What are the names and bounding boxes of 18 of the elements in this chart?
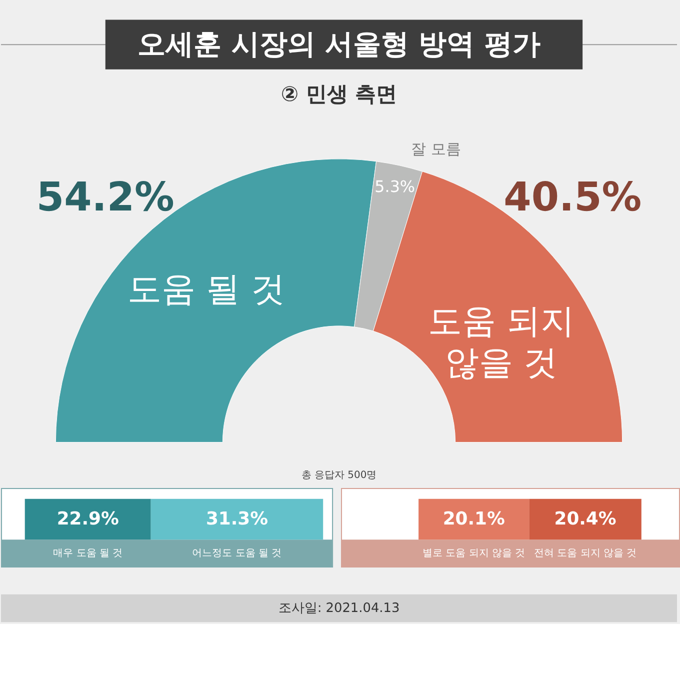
series-label: 전혀 도움 되지 않을 것 [534,548,637,560]
text: 총 응답자 500명 [301,470,377,482]
chart-subtitle: ② 민생 측면 [280,82,398,106]
series-label: 별로 도움 되지 않을 것 [422,548,526,560]
chart-title: 오세훈 시장의 서울형 방역 평가 [138,28,540,61]
slice-label: 잘 모름 [411,140,461,158]
data-label: 40.5% [504,174,642,221]
data-label: 31.3% [206,508,268,530]
slice-label: 도움 될 것 [127,269,285,308]
data-label: 54.2% [36,174,174,221]
slice-label: 도움 되지 않을 것 [428,301,575,382]
data-label: 20.4% [554,508,616,530]
series-label: 어느정도 도움 될 것 [192,548,282,560]
data-label: 22.9% [56,508,119,530]
text: 조사일: 2021.04.13 [278,601,400,616]
series-label: 매우 도움 될 것 [53,548,123,560]
data-label: 20.1% [442,508,505,530]
data-label: 5.3% [374,176,416,196]
